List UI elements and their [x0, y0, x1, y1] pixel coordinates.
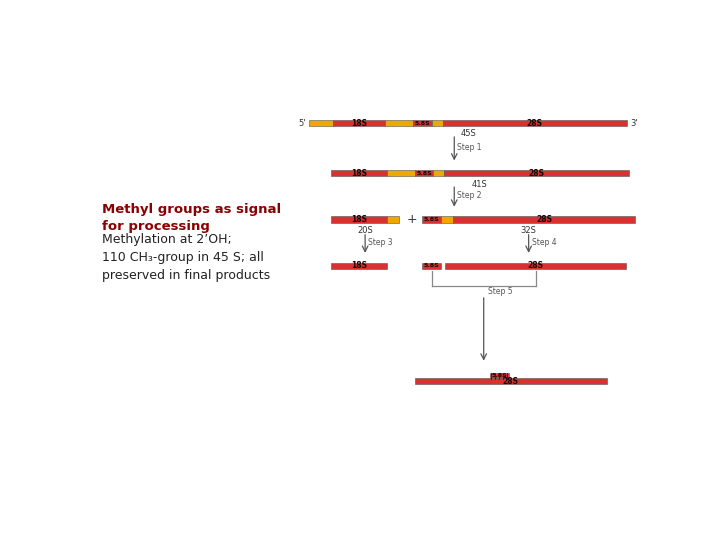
Text: 18S: 18S — [351, 169, 367, 178]
Text: 18S: 18S — [351, 215, 367, 224]
Text: Step 5: Step 5 — [487, 287, 512, 296]
Bar — [415, 378, 607, 384]
Text: +: + — [406, 213, 417, 226]
Text: Step 3: Step 3 — [368, 238, 393, 247]
Bar — [445, 262, 626, 269]
Bar — [423, 217, 441, 222]
Text: Step 2: Step 2 — [457, 191, 482, 200]
Text: 28S: 28S — [503, 377, 519, 386]
Text: 5.8S: 5.8S — [415, 121, 431, 126]
Bar — [432, 120, 443, 126]
Bar — [387, 217, 399, 222]
Bar — [441, 217, 454, 222]
Text: 41S: 41S — [471, 179, 487, 188]
Bar — [331, 170, 387, 177]
Text: 28S: 28S — [528, 169, 544, 178]
Text: 28S: 28S — [528, 261, 544, 270]
Bar — [454, 217, 635, 222]
Bar — [443, 120, 627, 126]
Text: Step 4: Step 4 — [532, 238, 557, 247]
Text: 18S: 18S — [351, 119, 367, 128]
Text: 32S: 32S — [521, 226, 536, 235]
Text: 3': 3' — [630, 119, 638, 128]
Bar — [333, 120, 385, 126]
Text: Step 1: Step 1 — [457, 143, 482, 152]
Text: 18S: 18S — [351, 261, 367, 270]
Bar — [415, 170, 433, 177]
Bar — [385, 120, 413, 126]
Text: 45S: 45S — [460, 130, 476, 138]
Text: Methylation at 2’OH;
110 CH₃-group in 45 S; all
preserved in final products: Methylation at 2’OH; 110 CH₃-group in 45… — [102, 233, 270, 282]
Text: 5.8S: 5.8S — [491, 373, 507, 378]
Bar — [423, 262, 441, 269]
Text: 5.8S: 5.8S — [424, 217, 440, 222]
Bar — [331, 262, 387, 269]
Text: 28S: 28S — [527, 119, 543, 128]
Text: 28S: 28S — [536, 215, 552, 224]
Bar — [490, 373, 508, 378]
Text: 5.8S: 5.8S — [416, 171, 432, 176]
Bar — [433, 170, 444, 177]
Bar — [331, 217, 387, 222]
Bar — [444, 170, 629, 177]
Text: 20S: 20S — [357, 226, 373, 235]
Bar — [310, 120, 333, 126]
Text: 5.8S: 5.8S — [424, 264, 440, 268]
Bar — [387, 170, 415, 177]
Text: Methyl groups as signal
for processing: Methyl groups as signal for processing — [102, 204, 281, 233]
Bar — [413, 120, 432, 126]
Text: 5': 5' — [299, 119, 306, 128]
